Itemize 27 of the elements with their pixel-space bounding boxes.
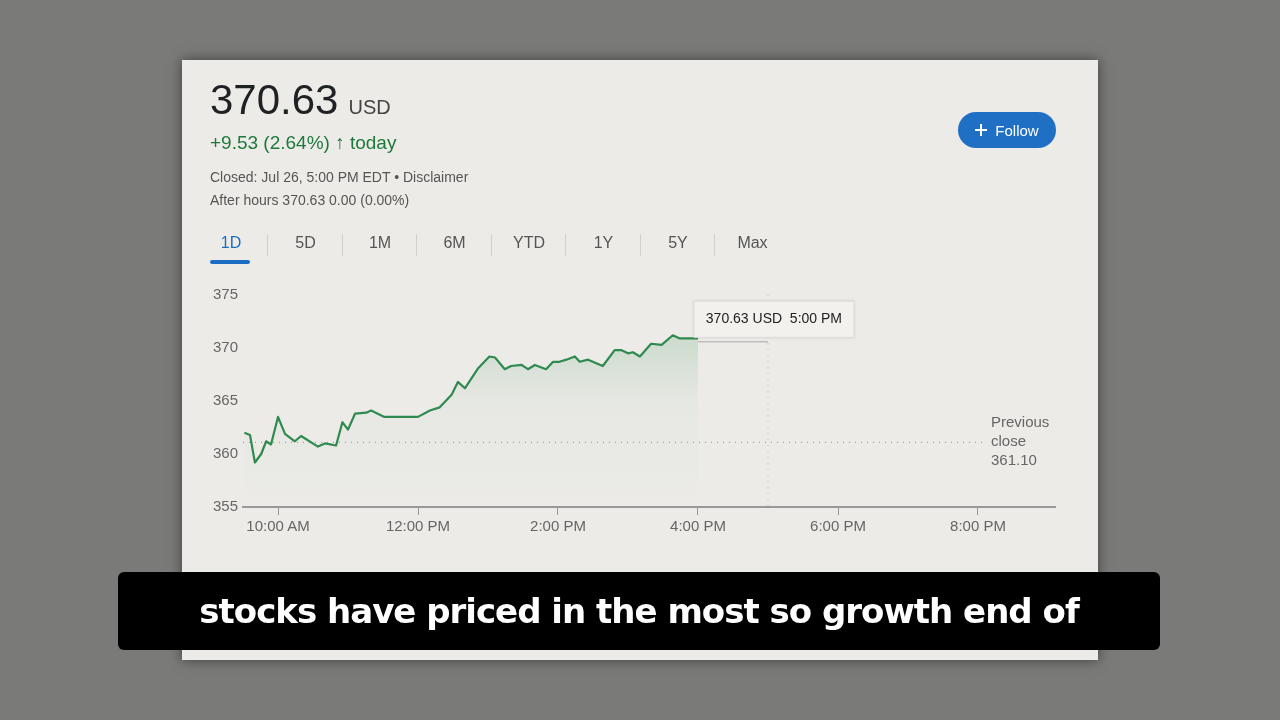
text: 1M [367, 234, 393, 252]
y-tick-label: 355 [212, 497, 238, 515]
x-tick-label: 4:00 PM [670, 517, 726, 535]
chart-subtitle: +9.53 (2.64%) ↑ today [210, 132, 397, 154]
text: 1Y [592, 234, 615, 252]
x-tick-label: 12:00 PM [385, 517, 451, 535]
x-tick-label: 10:00 AM [246, 517, 310, 535]
y-tick-label: 360 [212, 444, 238, 462]
y-tick-label: 370 [212, 338, 238, 356]
annotation: 370.63 USD 5:00 PM [705, 310, 842, 327]
text: YTD [512, 234, 546, 252]
x-tick-label: 6:00 PM [810, 517, 866, 535]
text: 5D [294, 234, 317, 252]
x-tick-label: 8:00 PM [950, 517, 1006, 535]
y-tick-label: 375 [212, 285, 238, 303]
text: Closed: Jul 26, 5:00 PM EDT • Disclaimer [210, 169, 469, 185]
chart-title: 370.63 USD [210, 76, 391, 123]
text: 1D [219, 234, 243, 252]
ref-line-label: Previous close 361.10 [991, 413, 1050, 469]
y-tick-label: 365 [212, 391, 238, 409]
x-tick-label: 2:00 PM [530, 517, 586, 535]
text: Max [736, 234, 769, 252]
text: 6M [442, 234, 467, 252]
text: Follow [995, 121, 1039, 139]
text: 5Y [667, 234, 689, 252]
text: After hours 370.63 0.00 (0.00%) [210, 192, 410, 208]
text: stocks have priced in the most so growth end of [118, 572, 1160, 650]
